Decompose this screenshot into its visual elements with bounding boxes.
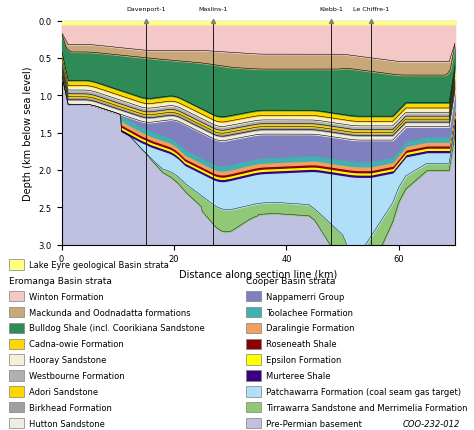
Text: Westbourne Formation: Westbourne Formation [29,371,125,380]
Text: Davenport-1: Davenport-1 [126,7,166,12]
Text: Patchawarra Formation (coal seam gas target): Patchawarra Formation (coal seam gas tar… [266,387,461,396]
Text: COO-232-012: COO-232-012 [402,419,460,428]
Text: Winton Formation: Winton Formation [29,292,104,301]
Bar [246,371,261,381]
Text: Adori Sandstone: Adori Sandstone [29,387,99,396]
Bar [246,292,261,302]
Text: Hutton Sandstone: Hutton Sandstone [29,419,105,427]
Bar [246,386,261,396]
Text: Epsilon Formation: Epsilon Formation [266,355,342,364]
Text: Nappamerri Group: Nappamerri Group [266,292,345,301]
Bar [246,323,261,333]
Y-axis label: Depth (km below sea level): Depth (km below sea level) [23,66,33,200]
Bar [246,418,261,428]
Text: Le Chiffre-1: Le Chiffre-1 [353,7,389,12]
Bar [9,307,24,317]
Bar [9,339,24,349]
Bar [9,292,24,302]
Bar [9,323,24,333]
Text: Klebb-1: Klebb-1 [319,7,343,12]
Bar [246,339,261,349]
Text: Cooper Basin strata: Cooper Basin strata [246,276,336,285]
Bar [9,371,24,381]
Bar [9,355,24,365]
Text: Hooray Sandstone: Hooray Sandstone [29,355,107,364]
Text: Lake Eyre geological Basin strata: Lake Eyre geological Basin strata [29,261,169,269]
Text: Roseneath Shale: Roseneath Shale [266,340,337,348]
Text: Mackunda and Oodnadatta formations: Mackunda and Oodnadatta formations [29,308,191,317]
Text: Tirrawarra Sandstone and Merrimelia Formation: Tirrawarra Sandstone and Merrimelia Form… [266,403,468,412]
Text: Bulldog Shale (incl. Coorikiana Sandstone: Bulldog Shale (incl. Coorikiana Sandston… [29,324,205,333]
Bar [9,402,24,412]
Text: Maslins-1: Maslins-1 [199,7,228,12]
Text: Cadna-owie Formation: Cadna-owie Formation [29,340,124,348]
X-axis label: Distance along section line (km): Distance along section line (km) [179,269,337,280]
Text: Pre-Permian basement: Pre-Permian basement [266,419,362,427]
Bar [246,355,261,365]
Bar [9,418,24,428]
Text: Daralingie Formation: Daralingie Formation [266,324,355,333]
Text: Toolachee Formation: Toolachee Formation [266,308,354,317]
Bar [9,260,24,270]
Text: Eromanga Basin strata: Eromanga Basin strata [9,276,112,285]
Text: Birkhead Formation: Birkhead Formation [29,403,112,412]
Bar [9,386,24,396]
Text: Murteree Shale: Murteree Shale [266,371,331,380]
Bar [246,307,261,317]
Bar [246,402,261,412]
